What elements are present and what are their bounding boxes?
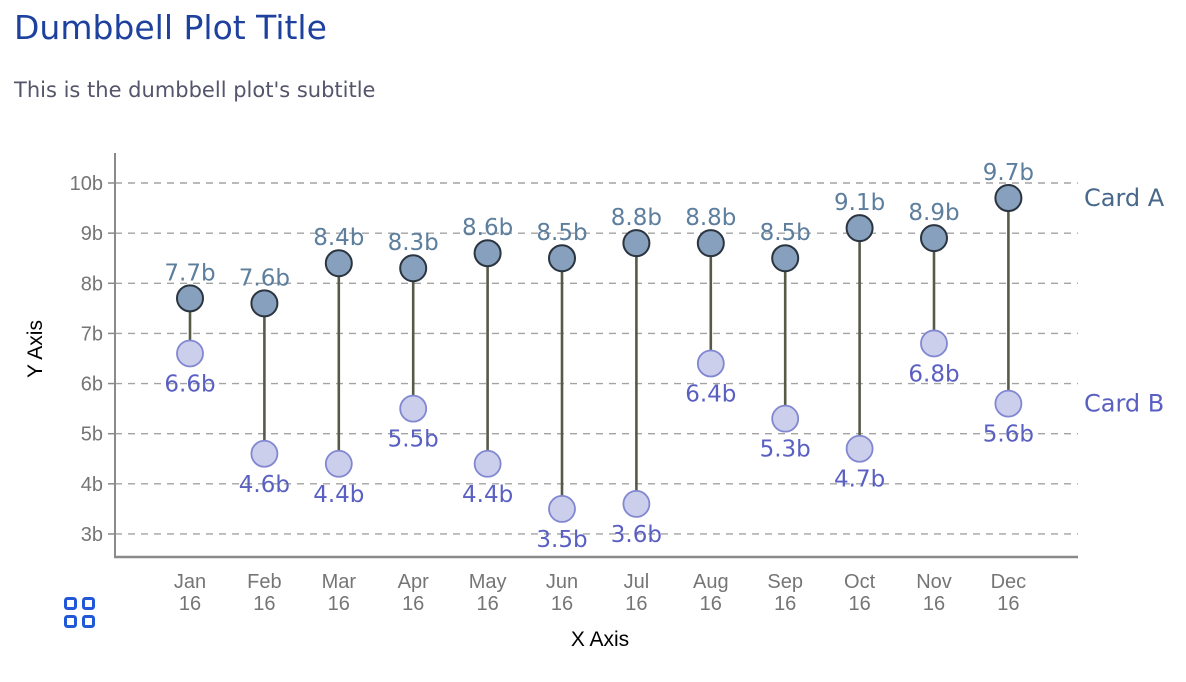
grid-icon-square bbox=[82, 597, 95, 610]
card-a-value-label: 8.4b bbox=[313, 225, 364, 251]
x-tick-label: Aug 16 bbox=[693, 571, 729, 615]
card-a-value-label: 7.6b bbox=[239, 265, 290, 291]
card-a-value-label: 9.7b bbox=[983, 160, 1034, 186]
card-a-point[interactable] bbox=[920, 224, 948, 253]
card-b-value-label: 5.5b bbox=[388, 427, 439, 453]
chart-title: Dumbbell Plot Title bbox=[14, 8, 327, 47]
y-axis-title: Y Axis bbox=[24, 320, 47, 378]
card-a-value-label: 8.9b bbox=[908, 200, 959, 226]
card-a-point[interactable] bbox=[622, 229, 651, 258]
card-b-value-label: 5.3b bbox=[760, 437, 811, 463]
card-b-point[interactable] bbox=[920, 329, 948, 358]
x-tick-label: Jan 16 bbox=[174, 571, 206, 615]
card-a-point[interactable] bbox=[324, 249, 353, 278]
x-axis-title: X Axis bbox=[571, 628, 629, 651]
card-b-point[interactable] bbox=[622, 489, 651, 518]
card-a-point[interactable] bbox=[176, 284, 204, 313]
card-b-point[interactable] bbox=[845, 434, 874, 463]
x-tick-label: Jun 16 bbox=[546, 571, 578, 615]
grid-icon-square bbox=[82, 615, 95, 628]
x-tick-label: May 16 bbox=[469, 571, 507, 615]
grid-icon-square bbox=[64, 615, 77, 628]
y-tick-label: 10b bbox=[70, 173, 103, 195]
card-b-point[interactable] bbox=[250, 439, 279, 468]
card-a-value-label: 7.7b bbox=[164, 260, 215, 286]
card-b-value-label: 4.7b bbox=[834, 467, 885, 493]
card-a-value-label: 8.5b bbox=[760, 220, 811, 246]
card-a-value-label: 8.3b bbox=[388, 230, 439, 256]
grid-icon[interactable] bbox=[64, 597, 98, 631]
x-tick-label: Feb 16 bbox=[247, 571, 281, 615]
card-a-point[interactable] bbox=[994, 184, 1023, 213]
x-tick-label: Oct 16 bbox=[844, 571, 876, 615]
card-a-value-label: 8.8b bbox=[685, 205, 736, 231]
card-b-value-label: 5.6b bbox=[983, 422, 1034, 448]
card-b-point[interactable] bbox=[994, 389, 1023, 418]
x-tick-label: Apr 16 bbox=[398, 571, 429, 615]
x-tick-label: Nov 16 bbox=[916, 571, 952, 615]
y-tick-label: 3b bbox=[81, 524, 103, 546]
card-b-point[interactable] bbox=[473, 449, 502, 478]
y-tick-label: 6b bbox=[81, 374, 103, 396]
card-a-value-label: 8.6b bbox=[462, 215, 513, 241]
card-b-value-label: 3.6b bbox=[611, 522, 662, 548]
card-a-point[interactable] bbox=[696, 229, 725, 258]
card-b-value-label: 4.6b bbox=[239, 472, 290, 498]
y-tick-label: 7b bbox=[81, 323, 103, 345]
card-b-point[interactable] bbox=[771, 404, 800, 433]
card-a-point[interactable] bbox=[771, 244, 800, 273]
x-tick-label: Mar 16 bbox=[322, 571, 357, 615]
chart-subtitle: This is the dumbbell plot's subtitle bbox=[14, 78, 376, 102]
card-a-value-label: 9.1b bbox=[834, 190, 885, 216]
card-b-point[interactable] bbox=[696, 349, 725, 378]
y-tick-label: 9b bbox=[81, 223, 103, 245]
card-a-value-label: 8.5b bbox=[536, 220, 587, 246]
card-a-value-label: 8.8b bbox=[611, 205, 662, 231]
card-b-value-label: 4.4b bbox=[462, 482, 513, 508]
card-b-point[interactable] bbox=[324, 449, 353, 478]
card-b-value-label: 4.4b bbox=[313, 482, 364, 508]
card-b-point[interactable] bbox=[176, 339, 204, 368]
card-a-point[interactable] bbox=[473, 239, 502, 268]
series-label-card-b: Card B bbox=[1084, 390, 1164, 418]
grid-icon-square bbox=[64, 597, 77, 610]
card-a-point[interactable] bbox=[548, 244, 576, 273]
card-b-value-label: 6.8b bbox=[908, 361, 959, 387]
y-tick-label: 4b bbox=[81, 474, 103, 496]
x-tick-label: Dec 16 bbox=[991, 571, 1027, 615]
x-tick-label: Sep 16 bbox=[767, 571, 803, 615]
y-tick-label: 5b bbox=[81, 424, 103, 446]
card-a-point[interactable] bbox=[399, 254, 428, 283]
card-b-value-label: 6.6b bbox=[164, 371, 215, 397]
card-b-point[interactable] bbox=[399, 394, 428, 423]
card-b-point[interactable] bbox=[548, 495, 576, 523]
series-label-card-a: Card A bbox=[1084, 184, 1165, 212]
x-tick-label: Jul 16 bbox=[624, 571, 650, 615]
card-a-point[interactable] bbox=[250, 289, 279, 318]
card-b-value-label: 6.4b bbox=[685, 382, 736, 408]
card-b-value-label: 3.5b bbox=[536, 527, 587, 553]
y-tick-label: 8b bbox=[81, 273, 103, 295]
card-a-point[interactable] bbox=[845, 214, 874, 243]
